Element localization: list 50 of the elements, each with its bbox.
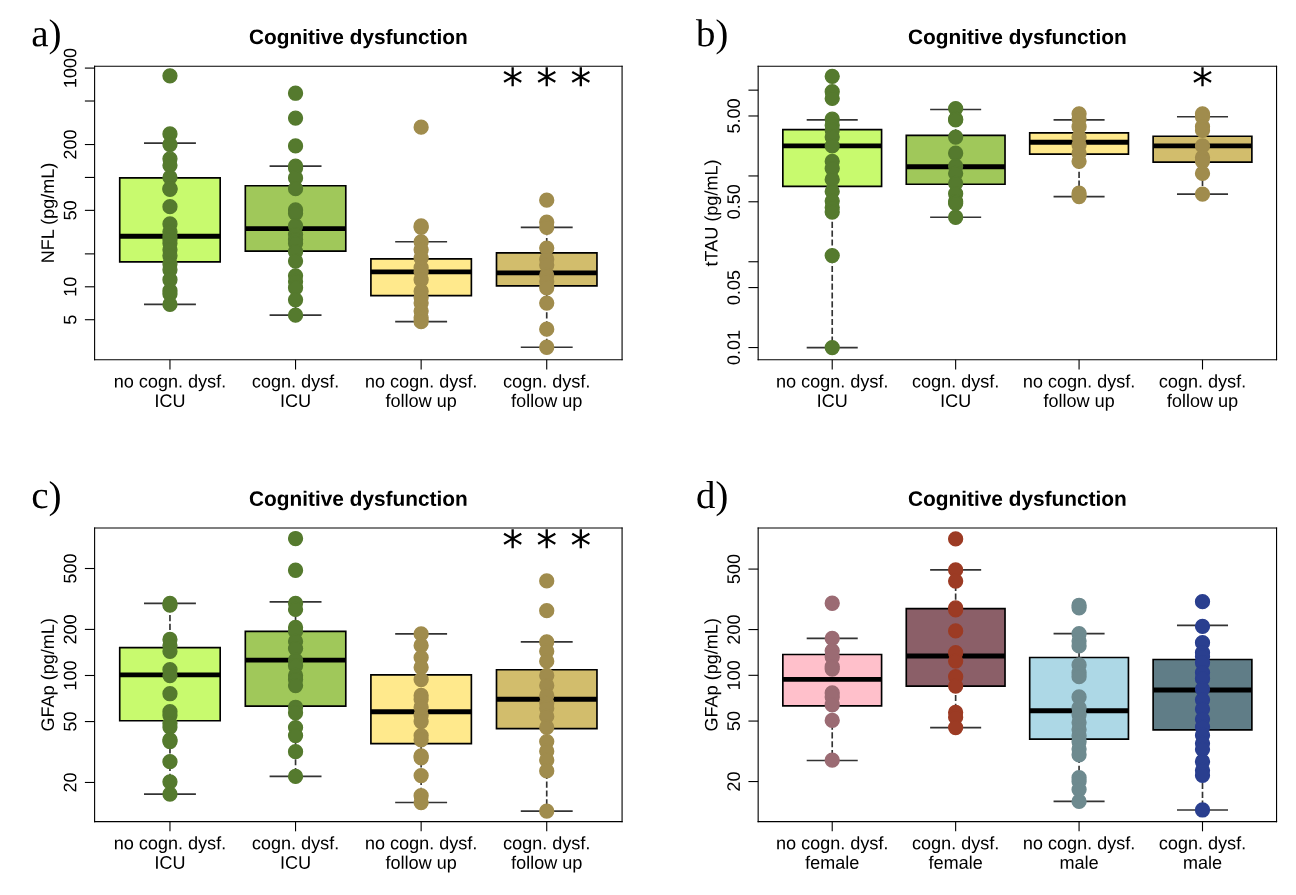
y-tick-label: 50 bbox=[63, 712, 77, 731]
chart-title: Cognitive dysfunction bbox=[908, 28, 1126, 49]
chart-title: Cognitive dysfunction bbox=[908, 490, 1126, 511]
y-tick-label: 5 bbox=[63, 315, 77, 325]
y-tick-label: 0.05 bbox=[727, 270, 741, 305]
x-tick-label: no cogn. dysf. ICU bbox=[114, 836, 225, 869]
y-tick-label: 500 bbox=[727, 554, 741, 584]
x-tick-label: no cogn. dysf. female bbox=[777, 836, 887, 869]
y-tick-label: 100 bbox=[727, 660, 741, 689]
annotation: * bbox=[1193, 67, 1212, 87]
y-tick-label: 20 bbox=[63, 773, 77, 792]
x-tick-label: cogn. dysf. follow up bbox=[1159, 374, 1245, 411]
annotation: * * * bbox=[503, 529, 590, 549]
x-tick-label: cogn. dysf. ICU bbox=[912, 374, 998, 408]
chart-title: Cognitive dysfunction bbox=[249, 490, 467, 511]
annotation: * * * bbox=[503, 67, 590, 87]
y-axis-title: NFL (pg/mL) bbox=[40, 163, 58, 262]
y-tick-label: 200 bbox=[727, 615, 741, 644]
y-tick-label: 200 bbox=[63, 615, 77, 644]
x-tick-label: cogn. dysf. ICU bbox=[252, 836, 338, 869]
x-tick-label: cogn. dysf. ICU bbox=[252, 374, 338, 408]
x-tick-label: cogn. dysf. follow up bbox=[503, 374, 589, 411]
chart-title: Cognitive dysfunction bbox=[249, 28, 467, 49]
y-axis-title: tTAU (pg/mL) bbox=[704, 160, 722, 267]
y-tick-label: 0.01 bbox=[727, 330, 741, 365]
x-tick-label: cogn. dysf. follow up bbox=[503, 836, 589, 873]
y-tick-label: 10 bbox=[63, 277, 77, 296]
y-tick-label: 50 bbox=[727, 711, 741, 731]
y-tick-label: 20 bbox=[727, 772, 741, 791]
y-tick-label: 50 bbox=[63, 201, 77, 220]
text: c) bbox=[32, 481, 60, 517]
x-tick-label: no cogn. dysf. ICU bbox=[114, 374, 225, 408]
x-tick-label: no cogn. dysf. ICU bbox=[777, 374, 887, 408]
x-tick-label: no cogn. dysf. male bbox=[1024, 836, 1134, 869]
x-tick-label: no cogn. dysf. follow up bbox=[366, 836, 476, 873]
y-axis-title: GFAp (pg/mL) bbox=[704, 619, 722, 731]
x-tick-label: no cogn. dysf. follow up bbox=[1024, 374, 1134, 411]
y-tick-label: 1000 bbox=[63, 48, 77, 87]
x-tick-label: cogn. dysf. male bbox=[1159, 836, 1245, 869]
y-tick-label: 5.00 bbox=[727, 99, 741, 133]
y-tick-label: 100 bbox=[63, 661, 77, 690]
y-axis-title: GFAp (pg/mL) bbox=[40, 619, 58, 731]
text: b) bbox=[695, 19, 727, 55]
y-tick-label: 0.50 bbox=[727, 184, 741, 219]
y-tick-label: 200 bbox=[63, 130, 77, 159]
text: a) bbox=[32, 19, 60, 55]
x-tick-label: cogn. dysf. female bbox=[912, 836, 998, 869]
y-tick-label: 500 bbox=[63, 554, 77, 583]
text: d) bbox=[697, 481, 727, 517]
x-tick-label: no cogn. dysf. follow up bbox=[366, 374, 476, 411]
